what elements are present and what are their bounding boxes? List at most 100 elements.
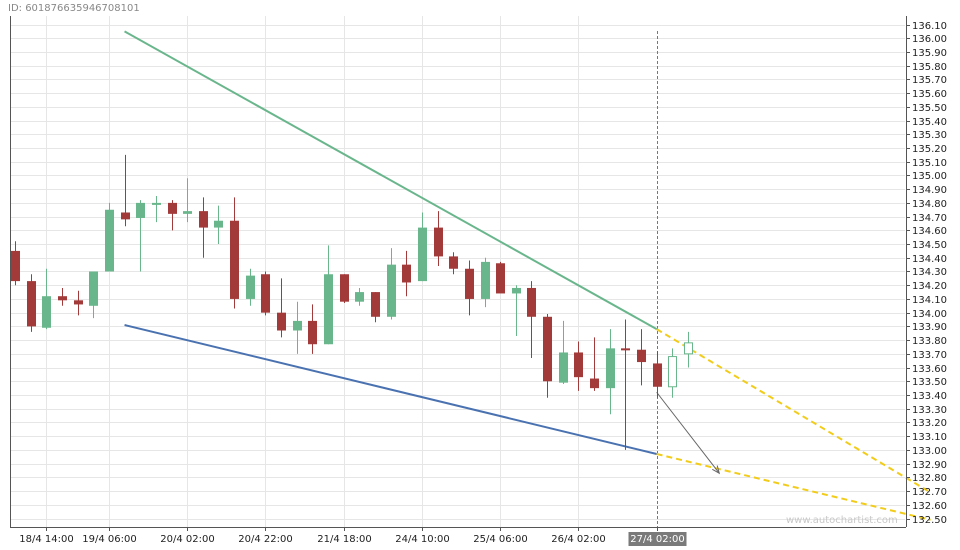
- candle-body: [152, 202, 161, 205]
- candle-body: [42, 296, 51, 328]
- y-tick-label: 133.50: [912, 377, 947, 388]
- candle: [136, 200, 145, 272]
- candle-body: [89, 271, 98, 306]
- y-tick-label: 134.90: [912, 185, 947, 196]
- y-tick-label: 132.60: [912, 501, 947, 512]
- candle-body: [105, 209, 114, 272]
- candle: [277, 278, 286, 338]
- y-tick-label: 132.50: [912, 515, 947, 526]
- candle-body: [230, 220, 239, 299]
- forecast-arrow-head: [712, 465, 721, 475]
- y-tick-label: 136.00: [912, 34, 947, 45]
- candle: [668, 348, 677, 398]
- candle-body: [199, 211, 208, 228]
- candle: [58, 287, 67, 306]
- y-tick-label: 133.20: [912, 418, 947, 429]
- candle-body: [465, 268, 474, 299]
- candle-body: [58, 296, 67, 301]
- candle-body: [684, 342, 693, 355]
- candle: [402, 250, 411, 297]
- watermark-text: www.autochartist.com: [786, 515, 898, 526]
- y-tick-label: 134.40: [912, 254, 947, 265]
- candle: [183, 178, 192, 223]
- candle: [199, 197, 208, 258]
- candle: [11, 241, 20, 286]
- candle-body: [324, 274, 333, 345]
- candle: [340, 274, 349, 304]
- candle: [324, 245, 333, 345]
- candle: [465, 260, 474, 316]
- y-tick-label: 134.80: [912, 199, 947, 210]
- x-tick-label: 20/4 02:00: [160, 534, 214, 545]
- candle: [684, 331, 693, 368]
- axes: 136.10 136.00 135.90 135.80 135.70 135.60 135.…: [10, 16, 947, 546]
- y-tick-label: 133.60: [912, 364, 947, 375]
- x-tick-highlight-box: [628, 532, 687, 546]
- y-tick-label: 134.50: [912, 240, 947, 251]
- candle-body: [434, 227, 443, 257]
- candle: [261, 271, 270, 316]
- candle-body: [168, 202, 177, 214]
- candle-body: [277, 312, 286, 331]
- candle-body: [402, 264, 411, 283]
- candle: [355, 287, 364, 306]
- y-tick-label: 133.00: [912, 446, 947, 457]
- candles: [11, 154, 693, 450]
- pattern-lines: [124, 30, 932, 527]
- candle: [168, 200, 177, 231]
- support-trendline: [124, 324, 657, 455]
- candle-body: [512, 287, 521, 294]
- candle: [246, 268, 255, 306]
- candle: [574, 341, 583, 391]
- candle-body: [668, 356, 677, 388]
- candle: [512, 285, 521, 336]
- candle-body: [574, 352, 583, 378]
- candle-body: [246, 275, 255, 299]
- y-tick-label: 134.20: [912, 281, 947, 292]
- x-tick-label: 25/4 06:00: [473, 534, 527, 545]
- candle: [606, 329, 615, 415]
- y-tick-label: 135.60: [912, 89, 947, 100]
- candle: [387, 248, 396, 320]
- candle-body: [214, 220, 223, 228]
- y-tick-label: 133.70: [912, 350, 947, 361]
- x-tick-label: 18/4 14:00: [19, 534, 73, 545]
- candle-body: [308, 320, 317, 345]
- x-tick-label: 19/4 06:00: [82, 534, 136, 545]
- y-tick-label: 135.90: [912, 48, 947, 59]
- candle-body: [11, 250, 20, 282]
- y-tick-label: 135.30: [912, 130, 947, 141]
- y-tick-label: 133.80: [912, 336, 947, 347]
- x-tick-label: 27/4 02:00: [630, 534, 684, 545]
- y-tick-label: 134.30: [912, 267, 947, 278]
- y-tick-label: 133.40: [912, 391, 947, 402]
- y-tick-label: 135.70: [912, 75, 947, 86]
- candle-body: [136, 202, 145, 218]
- candle-body: [527, 287, 536, 317]
- support-projection-line: [656, 453, 931, 521]
- resistance-projection-line: [656, 328, 932, 494]
- candle-body: [74, 300, 83, 305]
- y-tick-label: 135.10: [912, 158, 947, 169]
- candle: [121, 154, 130, 227]
- y-tick-label: 132.90: [912, 460, 947, 471]
- candle: [434, 211, 443, 267]
- candle-body: [621, 348, 630, 351]
- forecast-arrow-line: [656, 391, 720, 474]
- candle: [590, 337, 599, 391]
- candle-body: [293, 320, 302, 331]
- candle-body: [496, 263, 505, 294]
- candle-body: [543, 316, 552, 382]
- candle: [42, 268, 51, 330]
- candle: [496, 261, 505, 294]
- candle-body: [606, 348, 615, 389]
- chart-id-label: ID: 601876635946708101: [8, 3, 140, 14]
- candle-body: [481, 261, 490, 299]
- candle: [230, 197, 239, 309]
- candle: [105, 202, 114, 272]
- candle-body: [27, 281, 36, 327]
- x-tick-label: 26/4 02:00: [551, 534, 605, 545]
- candle: [89, 271, 98, 319]
- y-tick-label: 134.00: [912, 309, 947, 320]
